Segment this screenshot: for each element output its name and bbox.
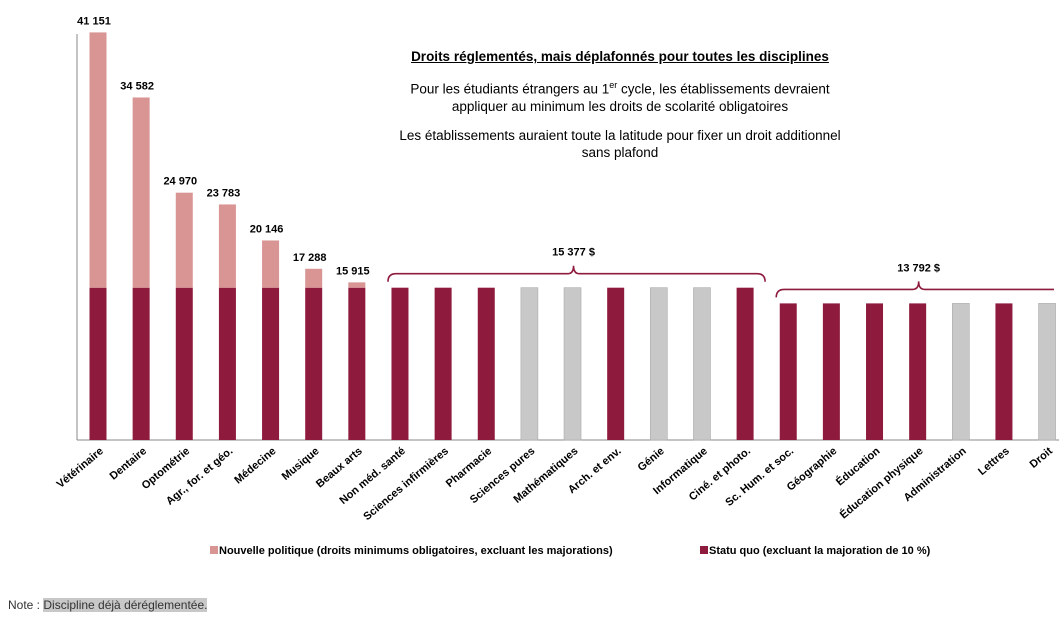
total-label: 20 146 xyxy=(250,223,284,235)
bar-segment xyxy=(348,287,366,440)
bracket-label: 13 792 $ xyxy=(897,262,940,274)
bar-segment xyxy=(348,282,366,288)
bar-segment xyxy=(520,287,539,441)
text-part: appliquer au minimum les droits de scola… xyxy=(451,98,789,114)
bracket-label: 15 377 $ xyxy=(552,247,595,259)
bar-segment xyxy=(434,287,452,440)
bar-segment xyxy=(909,303,927,440)
x-tick-label: Vétérinaire xyxy=(55,445,106,491)
x-tick-label: Droit xyxy=(1028,445,1056,471)
text-line: appliquer au minimum les droits de scola… xyxy=(330,98,910,115)
bar-segment xyxy=(262,287,280,440)
bar-segment xyxy=(218,204,236,288)
bar-segment xyxy=(822,303,840,440)
total-label: 17 288 xyxy=(293,252,327,264)
note-label: Note : xyxy=(8,598,44,612)
legend-label: Statu quo (excluant la majoration de 10 … xyxy=(709,545,931,557)
x-tick-label: Lettres xyxy=(976,445,1012,478)
text-part: cycle, les établissements devraient xyxy=(617,81,830,97)
bar-segment xyxy=(477,287,495,440)
x-tick-label: Éducation physique xyxy=(837,444,925,521)
total-label: 23 783 xyxy=(207,187,241,199)
bar-segment xyxy=(693,287,711,441)
total-label: 34 582 xyxy=(120,80,154,92)
bar-segment xyxy=(89,32,107,288)
bar-segment xyxy=(218,287,236,440)
bar-segment xyxy=(89,287,107,440)
bar-segment xyxy=(866,303,884,440)
bracket xyxy=(387,265,766,282)
bar-segment xyxy=(305,268,323,288)
text-line: Pour les étudiants étrangers au 1er cycl… xyxy=(330,77,910,98)
legend-swatch xyxy=(210,546,218,554)
total-label: 41 151 xyxy=(77,15,111,27)
note-highlight: Discipline déjà déréglementée. xyxy=(43,598,208,612)
legend-label: Nouvelle politique (droits minimums obli… xyxy=(219,545,613,557)
bar-segment xyxy=(391,287,409,440)
x-tick-label: Dentaire xyxy=(108,445,149,482)
bar-segment xyxy=(305,287,323,440)
bar-segment xyxy=(736,287,754,440)
text-line: Les établissements auraient toute la lat… xyxy=(330,127,910,144)
total-label: 24 970 xyxy=(163,176,197,188)
bar-segment xyxy=(995,303,1013,440)
x-tick-label: Sciences infirmières xyxy=(361,445,451,523)
bar-segment xyxy=(951,303,970,441)
x-tick-label: Génie xyxy=(636,445,667,474)
bar-segment xyxy=(175,287,193,440)
bracket xyxy=(775,281,1054,298)
total-label: 15 915 xyxy=(336,265,370,277)
bar-segment xyxy=(132,287,150,440)
chart-title: Droits réglementés, mais déplafonnés pou… xyxy=(411,49,829,64)
bar-segment xyxy=(175,192,193,288)
bar-segment xyxy=(1038,303,1056,441)
text-box: Droits réglementés, mais déplafonnés pou… xyxy=(330,48,910,161)
bar-segment xyxy=(779,303,797,440)
x-tick-label: Musique xyxy=(280,445,322,483)
text-line: sans plafond xyxy=(330,144,910,161)
bar-segment xyxy=(650,287,668,441)
legend-swatch xyxy=(700,546,708,554)
bar-segment xyxy=(132,97,150,288)
bar-segment xyxy=(607,287,625,440)
text-part: sans plafond xyxy=(581,144,659,160)
text-part: Les établissements auraient toute la lat… xyxy=(399,127,841,143)
bar-segment xyxy=(563,287,582,441)
text-part: Pour les étudiants étrangers au 1 xyxy=(410,81,610,97)
note: Note : Discipline déjà déréglementée. xyxy=(8,598,208,612)
bar-segment xyxy=(262,240,280,288)
text-part: er xyxy=(609,80,618,90)
x-tick-label: Médecine xyxy=(232,445,278,486)
